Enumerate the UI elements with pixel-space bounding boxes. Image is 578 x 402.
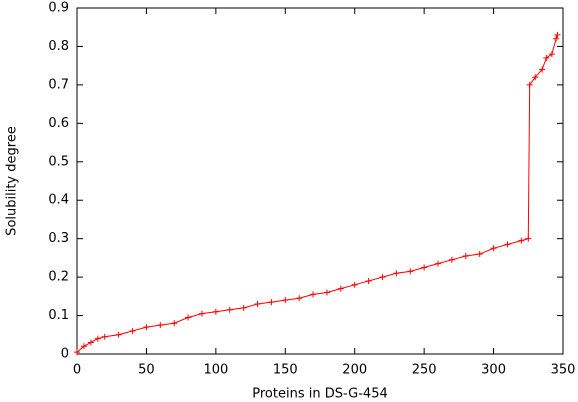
point-marker: [87, 339, 94, 346]
point-marker: [310, 291, 317, 298]
point-marker: [365, 277, 372, 284]
point-marker: [115, 331, 122, 338]
point-marker: [212, 308, 219, 315]
y-tick-label: 0.9: [48, 1, 69, 16]
point-marker: [490, 245, 497, 252]
point-marker: [268, 299, 275, 306]
point-marker: [518, 237, 525, 244]
y-tick-label: 0.8: [48, 39, 69, 54]
point-marker: [94, 335, 101, 342]
point-marker: [504, 241, 511, 248]
point-marker: [171, 320, 178, 327]
point-marker: [462, 252, 469, 259]
y-axis-label: Solubility degree: [5, 126, 20, 236]
x-tick-label: 250: [412, 363, 437, 378]
y-tick-label: 0: [61, 347, 69, 362]
x-tick-label: 150: [273, 363, 298, 378]
point-marker: [543, 54, 550, 61]
point-marker: [476, 251, 483, 258]
point-marker: [101, 333, 108, 340]
point-marker: [393, 270, 400, 277]
point-marker: [282, 297, 289, 304]
point-marker: [157, 322, 164, 329]
point-marker: [351, 281, 358, 288]
point-marker: [337, 285, 344, 292]
point-marker: [532, 74, 539, 81]
y-tick-label: 0.1: [48, 308, 69, 323]
data-line: [76, 34, 558, 353]
point-marker: [254, 301, 261, 308]
y-tick-label: 0.4: [48, 193, 69, 208]
point-marker: [525, 235, 532, 242]
y-tick-label: 0.6: [48, 116, 69, 131]
x-tick-label: 100: [203, 363, 228, 378]
point-marker: [323, 289, 330, 296]
y-tick-label: 0.7: [48, 77, 69, 92]
point-marker: [226, 306, 233, 313]
y-tick-label: 0.5: [48, 154, 69, 169]
x-tick-label: 350: [551, 363, 576, 378]
point-marker: [129, 327, 136, 334]
point-marker: [548, 51, 555, 58]
point-marker: [539, 66, 546, 73]
point-marker: [526, 81, 533, 88]
x-tick-label: 300: [481, 363, 506, 378]
point-marker: [74, 349, 80, 356]
point-marker: [407, 268, 414, 275]
point-marker: [240, 304, 247, 311]
x-tick-label: 200: [342, 363, 367, 378]
point-marker: [553, 35, 560, 42]
point-marker: [80, 343, 87, 350]
point-marker: [198, 310, 205, 317]
point-marker: [448, 256, 455, 263]
point-marker: [435, 260, 442, 267]
x-tick-label: 0: [73, 363, 81, 378]
point-marker: [143, 324, 150, 331]
point-marker: [296, 295, 303, 302]
point-marker: [554, 31, 561, 38]
point-marker: [185, 314, 192, 321]
x-axis-label: Proteins in DS-G-454: [252, 387, 387, 402]
x-tick-label: 50: [138, 363, 155, 378]
y-tick-label: 0.2: [48, 270, 69, 285]
y-tick-label: 0.3: [48, 231, 69, 246]
plot-frame: [76, 7, 564, 355]
point-marker: [421, 264, 428, 271]
point-marker: [379, 274, 386, 281]
